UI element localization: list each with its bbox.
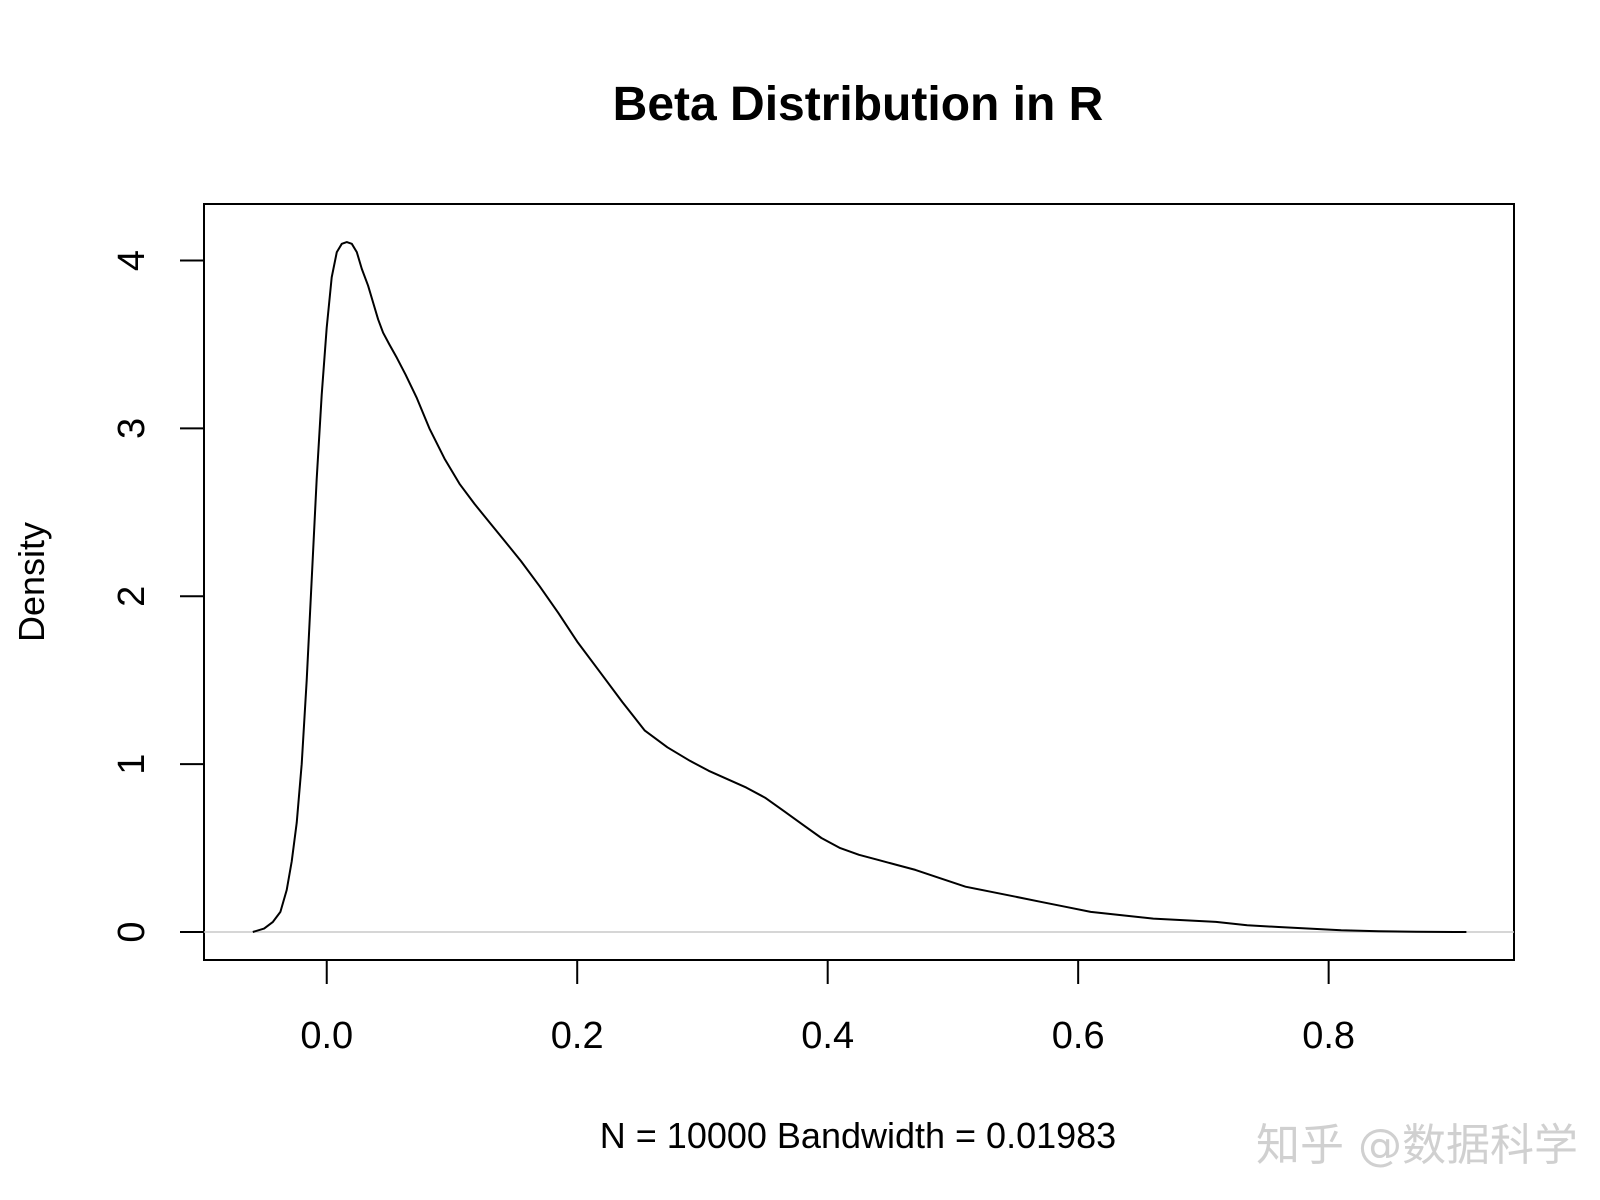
x-axis-label: N = 10000 Bandwidth = 0.01983 (600, 1115, 1116, 1156)
y-tick-label: 4 (111, 250, 153, 271)
y-axis-label: Density (11, 522, 52, 642)
y-tick-label: 0 (111, 921, 153, 942)
y-tick-label: 1 (111, 754, 153, 775)
x-tick-label: 0.8 (1302, 1015, 1355, 1057)
x-axis: 0.0 0.2 0.4 0.6 0.8 (300, 960, 1355, 1057)
density-curve (252, 241, 1467, 933)
x-tick-label: 0.4 (801, 1015, 854, 1057)
y-axis: 0 1 2 3 4 (111, 250, 204, 943)
x-tick-label: 0.6 (1052, 1015, 1105, 1057)
plot-frame (203, 203, 1515, 961)
chart-title: Beta Distribution in R (613, 78, 1104, 131)
y-tick-label: 2 (111, 586, 153, 607)
plot-area (203, 203, 1515, 961)
watermark-text: 知乎 @数据科学 (1256, 1120, 1578, 1171)
x-tick-label: 0.0 (300, 1015, 353, 1057)
x-tick-label: 0.2 (551, 1015, 604, 1057)
y-tick-label: 3 (111, 418, 153, 439)
